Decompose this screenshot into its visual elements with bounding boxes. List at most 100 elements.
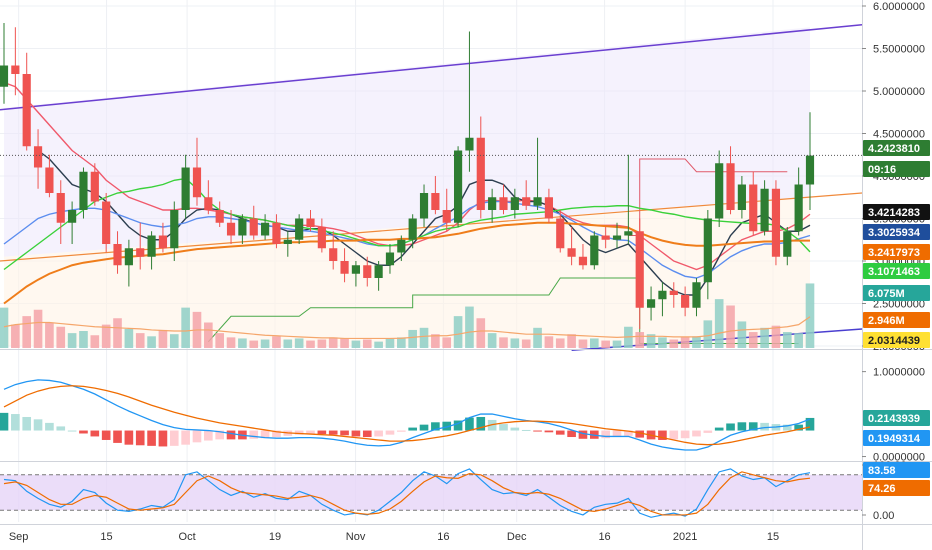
- volume-bar: [544, 336, 554, 348]
- macd-histogram-bar: [317, 430, 327, 435]
- candle-body: [771, 188, 781, 257]
- countdown-label: 09:16: [868, 164, 896, 176]
- macd-histogram-bar: [567, 430, 576, 438]
- volume-bar: [397, 337, 406, 348]
- macd-histogram-bar: [794, 424, 803, 431]
- macd-histogram-bar: [0, 412, 9, 431]
- price-label: 6.075M: [868, 288, 905, 300]
- candle-body: [476, 137, 485, 210]
- candle-body: [295, 218, 304, 240]
- candle-body: [692, 282, 701, 308]
- candle-body: [488, 197, 497, 210]
- volume-bar: [272, 336, 281, 348]
- volume-bar: [737, 321, 747, 348]
- volume-bar: [419, 327, 429, 348]
- volume-bar: [578, 339, 588, 348]
- rsi-value-label-bg: [863, 462, 930, 478]
- candle-body: [261, 222, 270, 236]
- macd-histogram-bar: [249, 430, 259, 439]
- macd-histogram-bar: [510, 427, 520, 431]
- macd-histogram-bar: [79, 430, 88, 434]
- macd-histogram-bar: [294, 430, 304, 435]
- candle-body: [760, 188, 769, 232]
- price-label-bg: [863, 312, 930, 328]
- volume-bar: [90, 335, 100, 348]
- candle-body: [635, 231, 644, 308]
- candle-body: [578, 256, 588, 266]
- volume-bar: [294, 338, 304, 348]
- price-label: 3.3025934: [868, 227, 921, 239]
- macd-value-label-bg: [863, 430, 930, 446]
- volume-bar: [374, 341, 383, 348]
- candle-body: [442, 210, 451, 223]
- time-tick-label: 2021: [673, 531, 697, 543]
- candle-body: [419, 193, 429, 219]
- lower-band: [4, 197, 810, 346]
- candle-body: [646, 299, 656, 308]
- volume-bar: [646, 334, 656, 348]
- candle-body: [805, 155, 815, 185]
- candle-body: [533, 197, 542, 206]
- price-label: 4.2423810: [868, 143, 920, 155]
- macd-histogram-bar: [397, 430, 406, 432]
- volume-bar: [748, 332, 758, 348]
- volume-bar: [476, 318, 486, 348]
- candle-body: [56, 193, 65, 223]
- macd-histogram-bar: [692, 430, 701, 437]
- volume-bar: [101, 324, 111, 348]
- price-label-bg: [863, 140, 930, 156]
- candle-body: [283, 239, 292, 244]
- macd-histogram-bar: [158, 430, 168, 447]
- candle-body: [397, 239, 406, 253]
- volume-bar: [124, 328, 134, 348]
- macd-histogram-bar: [419, 424, 429, 431]
- volume-bar: [680, 337, 690, 348]
- candle-body: [102, 201, 111, 244]
- macd-histogram-bar: [328, 430, 338, 435]
- macd-histogram-bar: [601, 430, 610, 439]
- price-label-bg: [863, 263, 930, 279]
- time-tick-label: 15: [100, 531, 112, 543]
- rsi-band: [0, 474, 862, 511]
- volume-bar: [510, 338, 520, 348]
- candle-body: [612, 235, 622, 240]
- macd-histogram-bar: [714, 427, 724, 431]
- candle-body: [329, 248, 338, 261]
- macd-tick-label: 0.0000000: [873, 452, 925, 464]
- macd-histogram-bar: [192, 430, 202, 443]
- time-tick-label: 19: [269, 531, 281, 543]
- macd-histogram-bar: [135, 430, 145, 446]
- candle-body: [465, 137, 474, 151]
- macd-histogram-bar: [204, 430, 213, 441]
- price-label-bg: [863, 285, 930, 301]
- signal-line: [3, 385, 811, 446]
- volume-bar: [0, 307, 9, 348]
- rsi-pane[interactable]: [0, 468, 862, 518]
- price-pane[interactable]: [0, 23, 863, 351]
- macd-pane[interactable]: [0, 379, 815, 451]
- price-label-bg: [863, 204, 930, 220]
- macd-histogram-bar: [760, 422, 769, 431]
- time-tick-label: Nov: [346, 531, 366, 543]
- time-tick-label: Dec: [507, 531, 527, 543]
- countdown-label-bg: [863, 161, 930, 177]
- macd-histogram-bar: [442, 421, 452, 431]
- volume-bar: [453, 316, 463, 348]
- macd-histogram-bar: [226, 430, 236, 440]
- macd-histogram-bar: [782, 424, 792, 431]
- volume-bar: [306, 340, 315, 348]
- volume-bar: [658, 337, 667, 348]
- macd-histogram-bar: [22, 416, 32, 431]
- candle-body: [385, 252, 395, 266]
- time-tick-label: 16: [598, 531, 610, 543]
- macd-histogram-bar: [499, 424, 508, 431]
- macd-histogram-bar: [340, 430, 349, 436]
- candle-body: [45, 167, 54, 193]
- volume-bar: [317, 339, 327, 348]
- macd-histogram-bar: [169, 430, 179, 446]
- volume-bar: [726, 305, 735, 348]
- volume-bar: [760, 327, 769, 348]
- time-tick-label: 16: [437, 531, 449, 543]
- macd-histogram-bar: [351, 430, 361, 437]
